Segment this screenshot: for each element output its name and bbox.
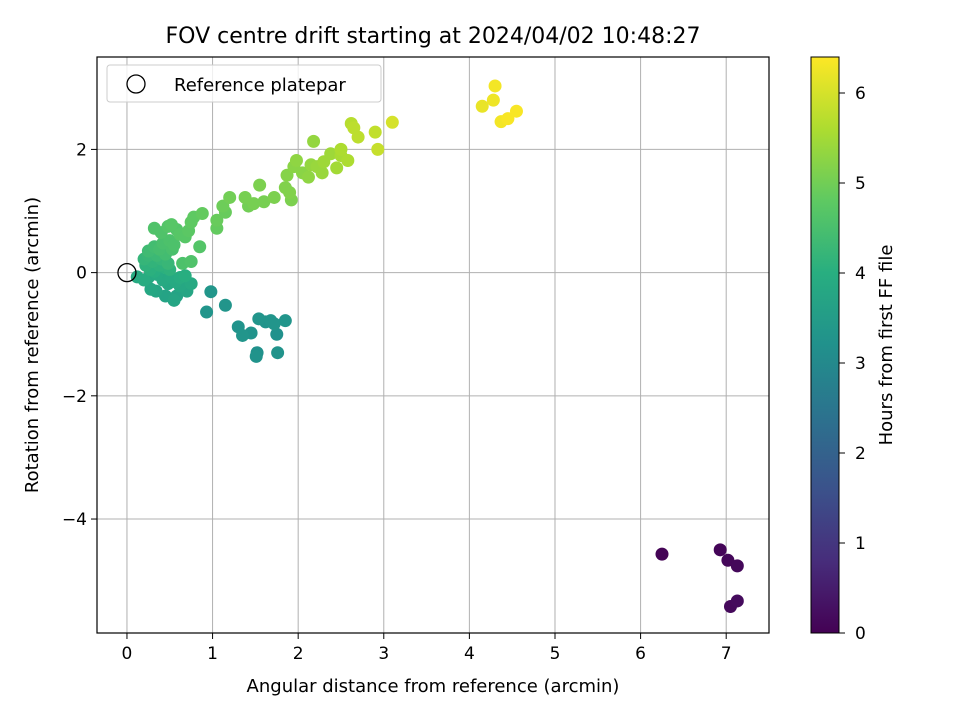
reference-platepar-marker xyxy=(117,262,137,283)
data-point xyxy=(488,79,502,93)
data-point xyxy=(137,273,151,287)
colorbar-label: Hours from first FF file xyxy=(876,245,897,446)
data-point xyxy=(324,147,338,161)
data-point xyxy=(278,314,292,328)
data-point xyxy=(167,238,181,252)
colorbar-tick-label: 5 xyxy=(855,174,866,194)
data-point xyxy=(351,130,365,144)
data-point xyxy=(655,547,669,561)
data-point xyxy=(257,195,271,209)
data-point xyxy=(200,305,214,319)
data-point xyxy=(330,161,344,175)
data-point xyxy=(252,312,266,326)
data-point xyxy=(713,543,727,557)
x-tick-label: 0 xyxy=(122,644,133,664)
data-point xyxy=(253,178,267,192)
colorbar-tick-label: 0 xyxy=(855,624,866,644)
data-point xyxy=(368,125,382,139)
colorbar-ticks: 0 1 2 3 4 5 6 xyxy=(839,84,866,644)
data-point xyxy=(289,153,303,167)
y-axis-label: Rotation from reference (arcmin) xyxy=(22,197,43,493)
data-point xyxy=(223,190,237,204)
data-point xyxy=(249,349,263,363)
colorbar-tick-label: 1 xyxy=(855,534,866,554)
colorbar-tick-label: 2 xyxy=(855,444,866,464)
legend-marker-circle xyxy=(126,74,146,94)
data-point xyxy=(475,99,489,113)
y-tick-label: 0 xyxy=(76,264,87,284)
data-point xyxy=(486,93,500,107)
data-point xyxy=(301,170,315,184)
x-axis-label: Angular distance from reference (arcmin) xyxy=(247,676,620,697)
grid-lines xyxy=(97,57,769,633)
data-point xyxy=(204,285,218,299)
legend: Reference platepar xyxy=(106,64,382,103)
data-point xyxy=(218,298,232,312)
data-point xyxy=(385,115,399,129)
y-axis-ticks: −4 −2 0 2 xyxy=(62,140,97,530)
data-point xyxy=(341,153,355,167)
reference-point xyxy=(117,262,137,283)
data-point xyxy=(283,186,297,200)
x-tick-label: 3 xyxy=(378,644,389,664)
x-tick-label: 4 xyxy=(464,644,475,664)
data-point xyxy=(210,213,224,227)
x-tick-label: 5 xyxy=(550,644,561,664)
colorbar-tick-label: 3 xyxy=(855,354,866,374)
data-point xyxy=(730,594,744,608)
data-point xyxy=(334,142,348,156)
data-points xyxy=(130,79,744,614)
legend-entry-label: Reference platepar xyxy=(174,75,346,96)
data-point xyxy=(167,293,181,307)
data-point xyxy=(195,206,209,220)
x-tick-label: 1 xyxy=(207,644,218,664)
y-tick-label: 2 xyxy=(76,140,87,160)
colorbar-tick-label: 4 xyxy=(855,264,866,284)
colorbar-gradient xyxy=(810,56,840,634)
data-point xyxy=(315,166,329,180)
data-point xyxy=(307,134,321,148)
data-point xyxy=(721,553,735,567)
data-point xyxy=(164,218,178,232)
data-point xyxy=(730,559,744,573)
colorbar: 0 1 2 3 4 5 6 Hours from first FF file xyxy=(810,56,897,644)
data-point xyxy=(247,197,261,211)
x-tick-label: 6 xyxy=(635,644,646,664)
x-tick-label: 2 xyxy=(293,644,304,664)
data-point xyxy=(193,240,207,254)
x-tick-label: 7 xyxy=(721,644,732,664)
y-tick-label: −2 xyxy=(62,387,87,407)
data-point xyxy=(270,327,284,341)
data-point xyxy=(501,112,515,126)
data-point xyxy=(271,346,285,360)
plot-frame xyxy=(96,56,770,634)
data-point xyxy=(267,317,281,331)
chart-title: FOV centre drift starting at 2024/04/02 … xyxy=(166,24,701,49)
x-axis-ticks: 0 1 2 3 4 5 6 7 xyxy=(122,633,732,664)
data-point xyxy=(371,142,385,156)
data-point xyxy=(184,255,198,269)
data-point xyxy=(178,269,192,283)
data-point xyxy=(509,104,523,118)
legend-box xyxy=(106,64,382,103)
data-point xyxy=(267,190,281,204)
data-point xyxy=(236,328,250,342)
data-point xyxy=(144,282,158,296)
y-tick-label: −4 xyxy=(62,510,87,530)
colorbar-tick-label: 6 xyxy=(855,84,866,104)
